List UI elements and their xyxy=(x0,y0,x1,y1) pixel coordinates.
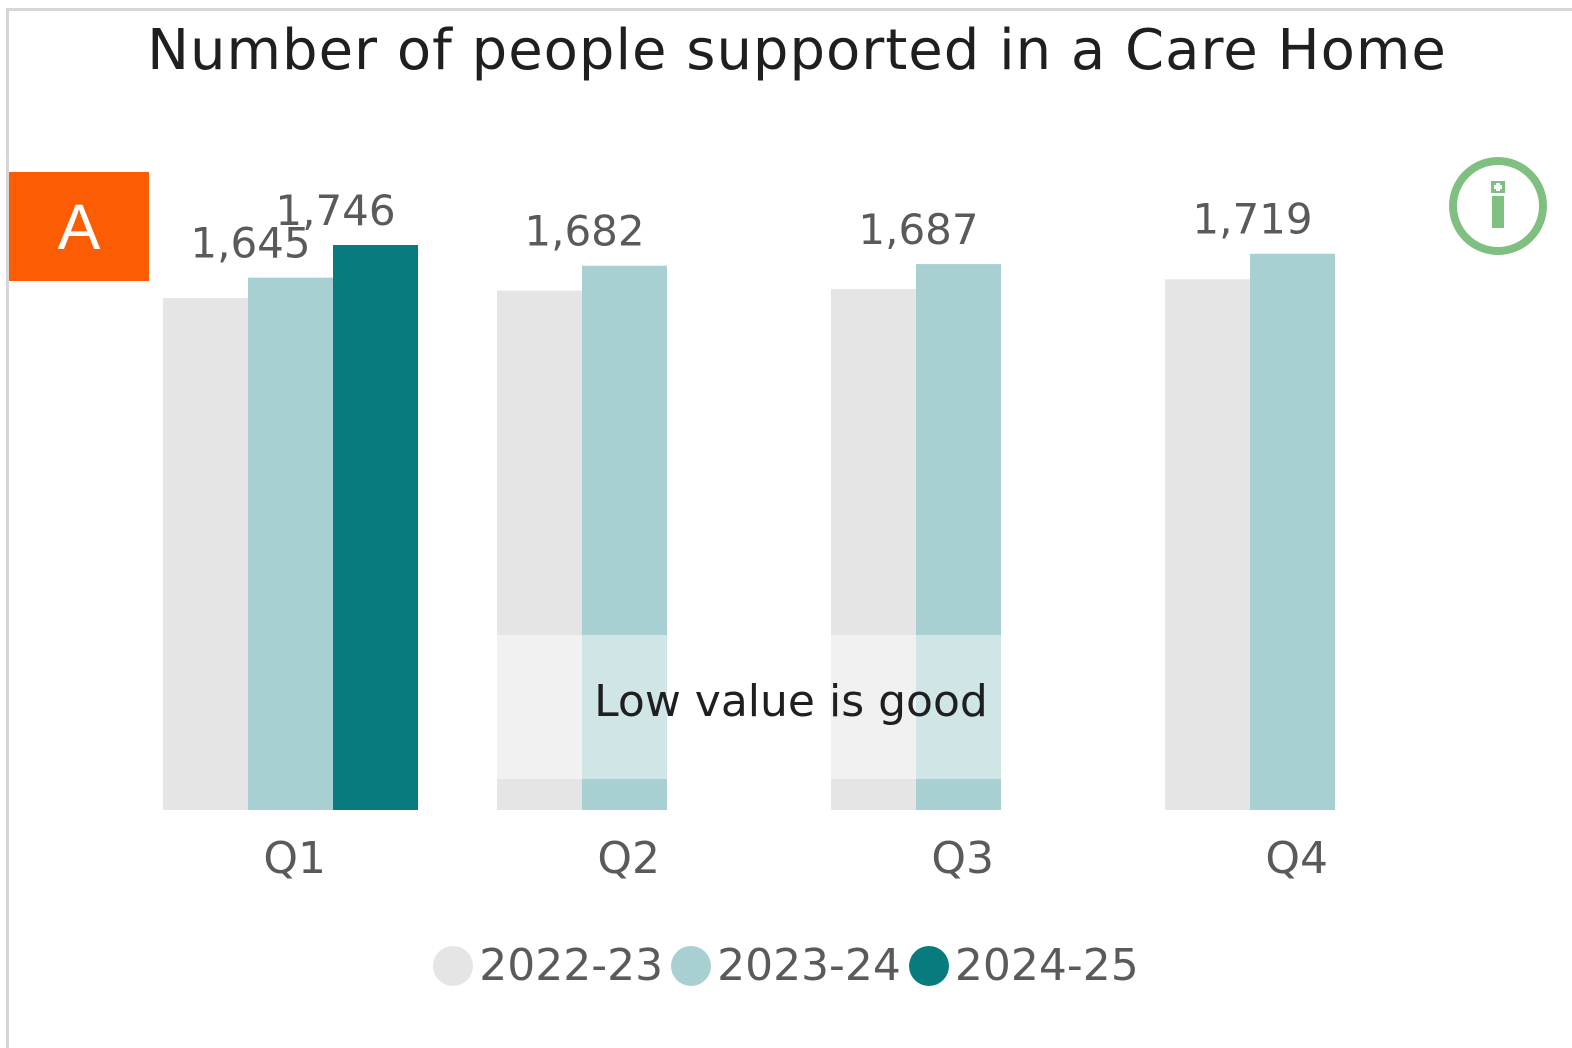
x-tick-label-q3: Q3 xyxy=(931,833,994,884)
legend-label: 2022-23 xyxy=(479,940,664,991)
legend-item-2022-23[interactable]: 2022-23 xyxy=(433,940,663,991)
bar-q4-2022-23[interactable] xyxy=(1165,279,1250,810)
data-label-q4-2023-24: 1,719 xyxy=(1192,195,1312,244)
data-label-q1-2023-24: 1,645 xyxy=(190,219,310,268)
bar-q2-2023-24[interactable] xyxy=(582,265,667,810)
legend-marker xyxy=(671,945,712,986)
legend-item-2024-25[interactable]: 2024-25 xyxy=(908,940,1139,991)
bar-q3-2022-23[interactable] xyxy=(831,289,916,810)
annotation-band xyxy=(497,635,667,779)
bar-q1-2022-23[interactable] xyxy=(163,298,248,810)
data-label-q3-2023-24: 1,687 xyxy=(858,205,978,254)
bar-q1-2024-25[interactable] xyxy=(333,245,418,810)
annotation-band xyxy=(831,635,1001,779)
bar-q3-2023-24[interactable] xyxy=(916,264,1001,810)
legend-marker xyxy=(908,945,949,986)
bar-q1-2023-24[interactable] xyxy=(248,277,333,810)
legend-label: 2024-25 xyxy=(954,940,1139,991)
visual-frame xyxy=(6,8,1572,1048)
x-tick-label-q4: Q4 xyxy=(1265,833,1328,884)
legend-label: 2023-24 xyxy=(717,940,901,991)
data-label-q1-2024-25: 1,746 xyxy=(275,186,395,235)
annotation-text: Low value is good xyxy=(594,676,988,727)
bar-q2-2022-23[interactable] xyxy=(497,290,582,810)
bar-q4-2023-24[interactable] xyxy=(1250,253,1335,810)
data-label-q2-2023-24: 1,682 xyxy=(524,207,644,256)
legend-item-2023-24[interactable]: 2023-24 xyxy=(671,940,901,991)
rag-status-badge: A xyxy=(9,172,149,281)
chart-title: Number of people supported in a Care Hom… xyxy=(147,18,1447,83)
info-icon[interactable] xyxy=(1448,156,1548,256)
x-tick-label-q1: Q1 xyxy=(263,833,326,884)
x-tick-label-q2: Q2 xyxy=(597,833,660,884)
legend-marker xyxy=(433,945,474,986)
chart-legend: 2022-23 2023-24 2024-25 xyxy=(0,940,1572,991)
